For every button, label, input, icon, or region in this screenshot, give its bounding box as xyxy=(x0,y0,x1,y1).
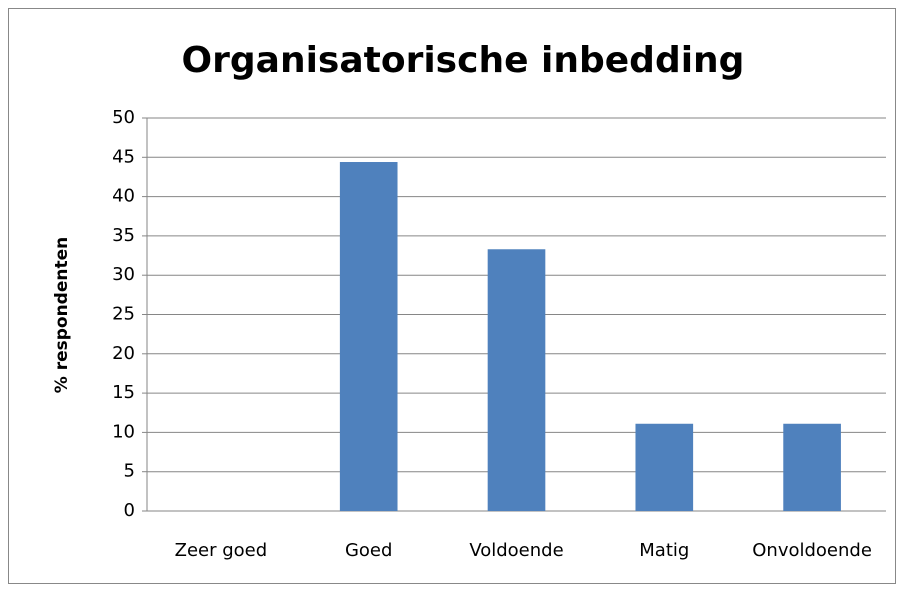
x-tick-label: Goed xyxy=(345,540,392,561)
y-tick-label: 15 xyxy=(112,382,135,403)
y-tick-label: 25 xyxy=(112,304,135,325)
x-tick-label: Onvoldoende xyxy=(752,540,872,561)
y-tick-label: 0 xyxy=(124,500,135,521)
y-tick-label: 45 xyxy=(112,146,135,167)
y-tick-label: 10 xyxy=(112,421,135,442)
bar xyxy=(635,423,694,511)
chart-title: Organisatorische inbedding xyxy=(182,40,745,81)
x-tick-label: Matig xyxy=(639,540,689,561)
y-tick-label: 30 xyxy=(112,264,135,285)
chart-border xyxy=(8,8,896,584)
y-tick-label: 20 xyxy=(112,343,135,364)
y-tick-label: 35 xyxy=(112,225,135,246)
bar xyxy=(487,249,546,511)
bar xyxy=(783,423,841,511)
bar xyxy=(339,162,398,512)
x-tick-label: Voldoende xyxy=(469,540,563,561)
y-tick-label: 40 xyxy=(112,186,135,207)
y-tick-label: 50 xyxy=(112,107,135,128)
y-axis-label: % respondenten xyxy=(52,237,72,394)
x-tick-label: Zeer goed xyxy=(175,540,268,561)
y-tick-label: 5 xyxy=(124,461,135,482)
